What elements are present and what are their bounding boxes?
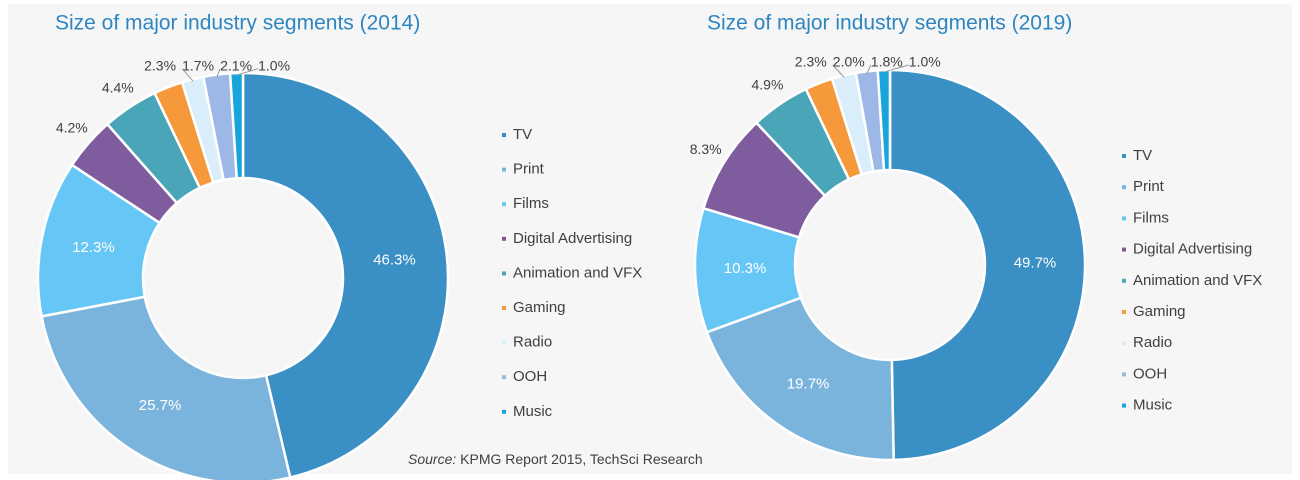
legend-swatch bbox=[1122, 154, 1126, 158]
legend-swatch bbox=[1122, 341, 1126, 346]
slice-label: 46.3% bbox=[373, 251, 416, 268]
slice-label: 4.9% bbox=[752, 77, 784, 93]
leader-line bbox=[866, 64, 872, 74]
leader-line bbox=[832, 64, 845, 78]
legend-label: Music bbox=[513, 403, 553, 420]
legend-label: Digital Advertising bbox=[513, 230, 632, 247]
legend-label: TV bbox=[1133, 147, 1152, 164]
donut-slice bbox=[241, 71, 450, 479]
chart-title: Size of major industry segments (2014) bbox=[55, 12, 420, 35]
slice-label: 4.4% bbox=[102, 79, 134, 95]
leader-line bbox=[216, 68, 221, 77]
slice-label: 4.2% bbox=[56, 120, 88, 136]
legend-label: Gaming bbox=[513, 299, 566, 316]
donut-slice bbox=[705, 296, 895, 462]
donut-slice bbox=[40, 295, 292, 480]
legend-label: Music bbox=[1133, 397, 1173, 414]
legend-swatch bbox=[1122, 185, 1126, 190]
source-label: Source: bbox=[408, 451, 456, 467]
legend-label: OOH bbox=[1133, 365, 1167, 382]
legend-label: Print bbox=[1133, 178, 1165, 195]
legend-swatch bbox=[502, 306, 506, 310]
legend-label: Gaming bbox=[1133, 303, 1186, 320]
slice-label: 2.0% bbox=[833, 54, 865, 70]
legend-swatch bbox=[502, 340, 506, 345]
legend-label: Films bbox=[513, 195, 549, 212]
legend-swatch bbox=[502, 133, 506, 137]
slice-label: 25.7% bbox=[139, 397, 182, 414]
slice-label: 2.1% bbox=[220, 57, 252, 73]
slice-label: 10.3% bbox=[724, 260, 767, 277]
legend-swatch bbox=[1122, 403, 1126, 408]
donut-slice bbox=[888, 68, 1087, 462]
slice-label: 1.7% bbox=[182, 57, 214, 73]
legend-swatch bbox=[1122, 372, 1126, 377]
leader-line bbox=[883, 64, 909, 73]
slice-label: 8.3% bbox=[690, 141, 722, 157]
legend-label: Animation and VFX bbox=[1133, 272, 1262, 289]
legend-label: Films bbox=[1133, 209, 1169, 226]
legend-swatch bbox=[502, 167, 506, 172]
legend-label: Radio bbox=[1133, 334, 1172, 351]
slice-label: 19.7% bbox=[787, 376, 830, 393]
donut-slice bbox=[876, 68, 892, 172]
chart-title: Size of major industry segments (2019) bbox=[707, 12, 1072, 35]
legend-label: Print bbox=[513, 161, 545, 178]
legend-label: Digital Advertising bbox=[1133, 241, 1252, 258]
slice-label: 12.3% bbox=[72, 239, 115, 256]
legend-swatch bbox=[502, 271, 506, 276]
source-text: KPMG Report 2015, TechSci Research bbox=[460, 451, 703, 467]
legend-swatch bbox=[1122, 310, 1126, 314]
leader-line bbox=[181, 68, 194, 82]
legend-swatch bbox=[502, 236, 506, 241]
legend-swatch bbox=[502, 409, 506, 414]
legend-swatch bbox=[1122, 216, 1126, 221]
legend-swatch bbox=[502, 202, 506, 207]
slice-label: 49.7% bbox=[1014, 255, 1057, 272]
slice-label: 2.3% bbox=[144, 57, 176, 73]
source-note: Source: KPMG Report 2015, TechSci Resear… bbox=[408, 451, 703, 467]
slice-label: 1.8% bbox=[871, 54, 903, 70]
leader-line bbox=[236, 68, 259, 76]
donut-slice bbox=[228, 71, 245, 180]
legend-label: Radio bbox=[513, 334, 552, 351]
legend-swatch bbox=[502, 375, 506, 380]
legend-swatch bbox=[1122, 278, 1126, 283]
legend-swatch bbox=[1122, 247, 1126, 252]
slice-label: 1.0% bbox=[909, 54, 941, 70]
legend-label: OOH bbox=[513, 368, 547, 385]
legend-label: Animation and VFX bbox=[513, 264, 642, 281]
slice-label: 2.3% bbox=[795, 54, 827, 70]
legend-label: TV bbox=[513, 126, 532, 143]
slice-label: 1.0% bbox=[258, 57, 290, 73]
